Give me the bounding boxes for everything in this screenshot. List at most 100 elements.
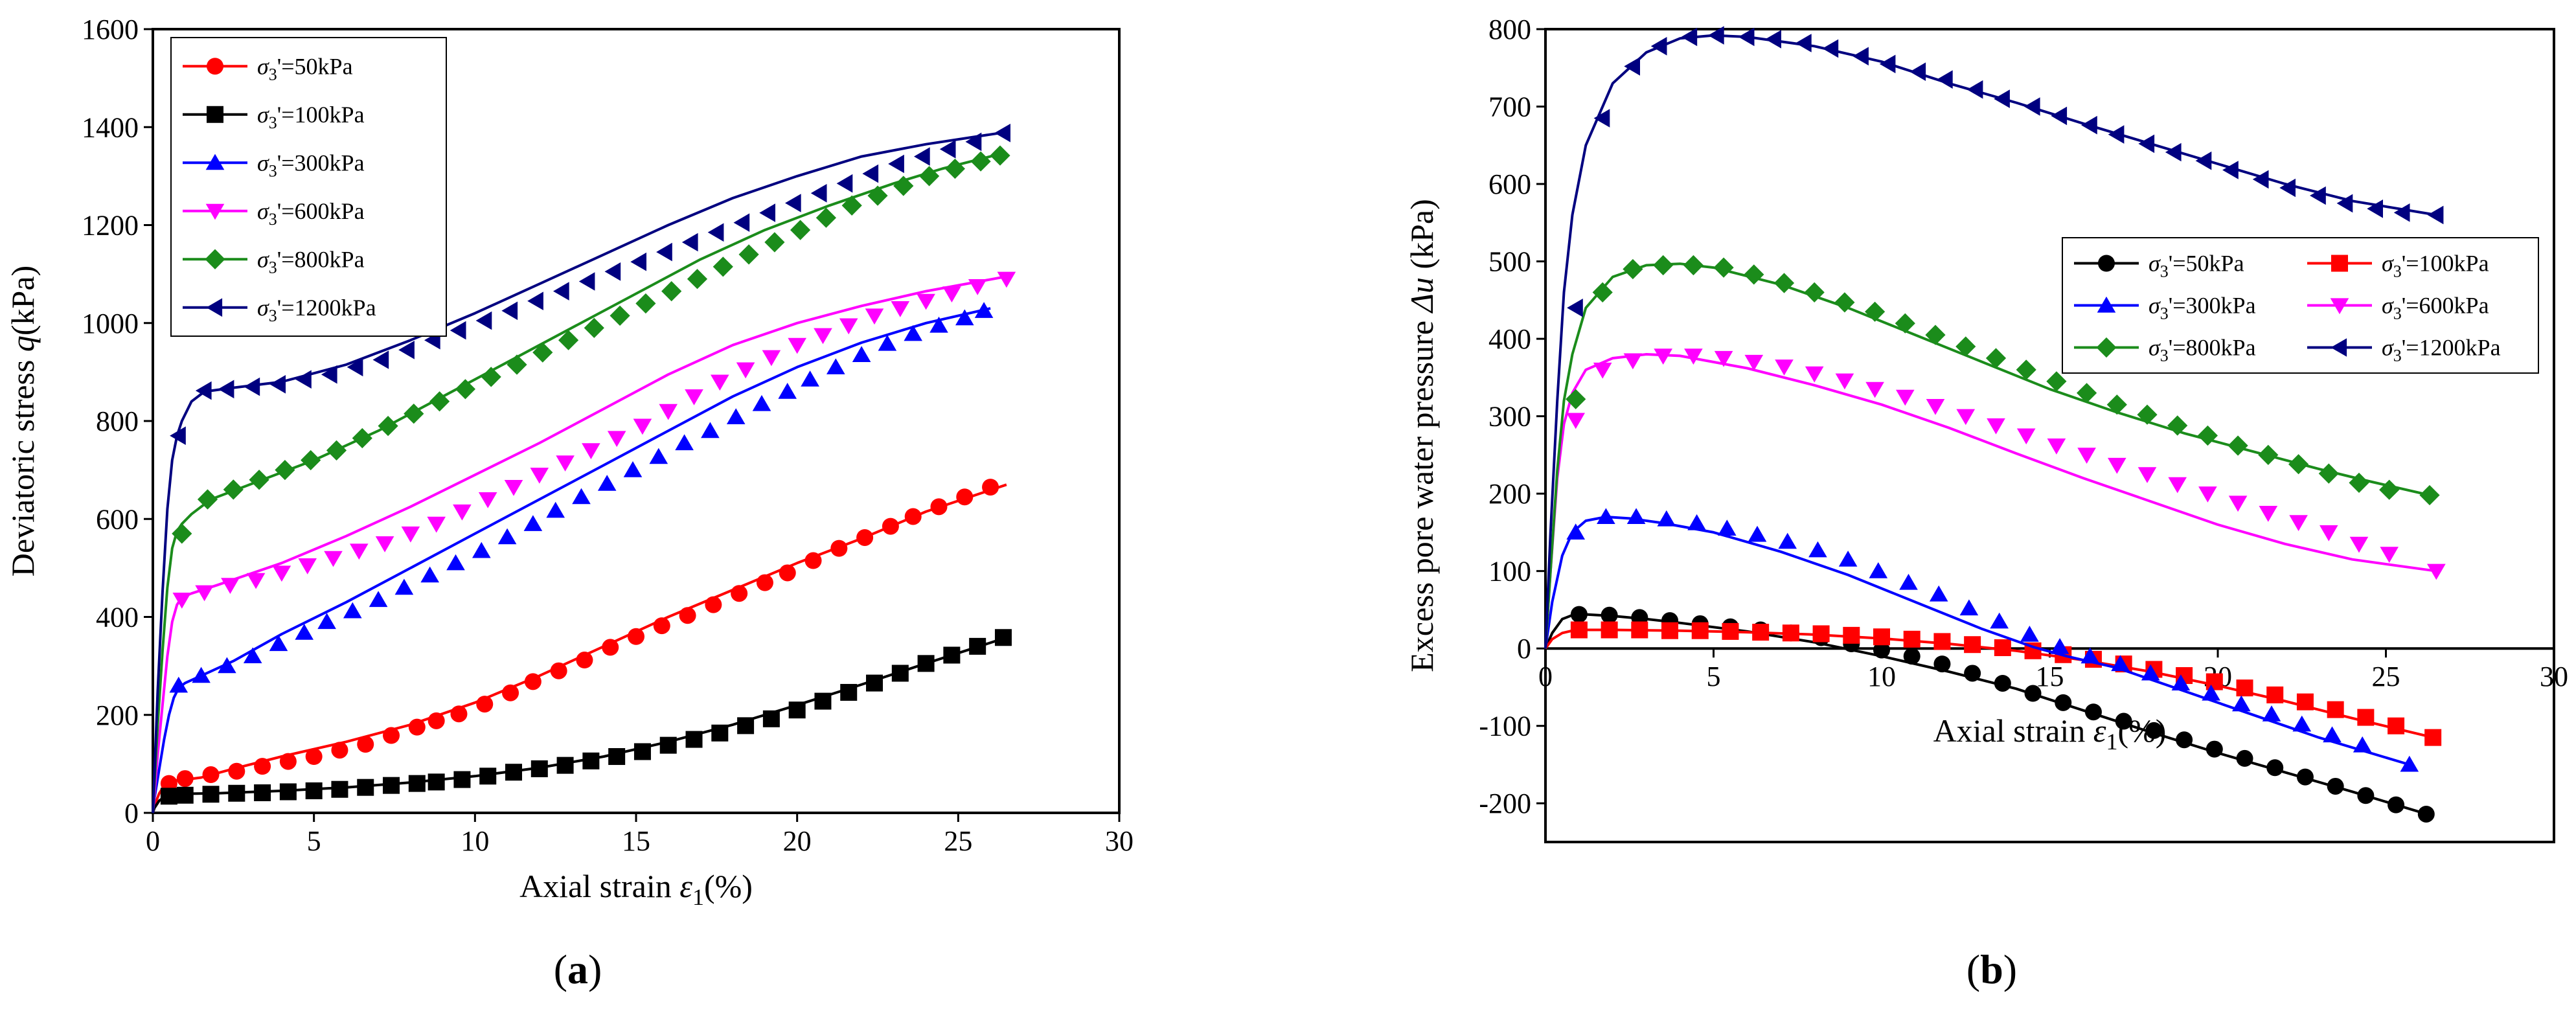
chart-a-series-1-point — [633, 743, 651, 760]
chart-b-series-0-point — [2357, 787, 2375, 804]
chart-b-legend-marker — [2331, 255, 2348, 272]
chart-b-series-2-point — [1566, 523, 1585, 540]
chart-a-legend-label: σ3'=1200kPa — [257, 295, 376, 325]
chart-b-series-4-point — [2349, 472, 2369, 493]
chart-a-series-0-point — [160, 775, 177, 792]
chart-a-series-2-point — [192, 666, 211, 683]
chart-b-series-1-point — [1843, 626, 1860, 644]
chart-a-series-3-point — [762, 350, 781, 367]
chart-a-series-1-point — [762, 710, 780, 727]
chart-a-series-0-point — [679, 607, 696, 624]
chart-a-legend-marker — [206, 298, 223, 317]
chart-a-series-5-point — [604, 262, 621, 281]
chart-b-series-1-point — [2327, 701, 2344, 718]
chart-a-series-5-point — [475, 311, 492, 330]
chart-b-legend-entry: σ3'=1200kPa — [2307, 335, 2501, 365]
chart-a-series-4-point — [635, 293, 656, 314]
chart-a-legend-entry: σ3'=600kPa — [183, 198, 365, 229]
chart-a-series-2-point — [597, 475, 617, 491]
chart-b-series-1-point — [2388, 717, 2405, 734]
chart-a-series-3-point — [324, 551, 343, 567]
chart-b-series-2-point — [1929, 585, 1948, 602]
chart-a-legend-label: σ3'=100kPa — [257, 102, 365, 132]
chart-a-series-2-point — [974, 302, 994, 318]
chart-a-series-4-point — [790, 220, 811, 240]
chart-a-series-4-point — [970, 151, 991, 172]
chart-a-series-4-point — [326, 440, 347, 461]
chart-a-series-1-point — [582, 752, 600, 769]
chart-b-series-5-point — [1708, 26, 1724, 45]
chart-a-legend: σ3'=50kPa σ3'=100kPa σ3'=300kPa σ3'=600kPa σ… — [170, 37, 447, 337]
chart-b-series-5-point — [2081, 115, 2097, 135]
chart-a-series-2-point — [218, 657, 236, 674]
chart-a-series-2-point — [623, 461, 643, 477]
chart-a-series-1-point — [840, 683, 858, 701]
chart-b-x-tick-label: 10 — [1867, 661, 1896, 692]
chart-a-series-2-point — [269, 635, 288, 652]
chart-b-series-2-point — [1808, 541, 1827, 558]
chart-a-series-1-point — [331, 780, 348, 798]
chart-a-series-0-point — [830, 540, 848, 557]
chart-a-series-4-point — [893, 176, 914, 196]
chart-b-legend-marker — [2330, 298, 2349, 315]
chart-a-series-4-point — [429, 391, 450, 412]
chart-b-series-0-point — [2024, 685, 2042, 702]
chart-a-series-2-point — [701, 422, 720, 438]
chart-a-series-4-point — [944, 158, 965, 179]
chart-a-series-5-point — [295, 370, 312, 389]
chart-b-series-3-point — [1896, 389, 1915, 406]
chart-a-series-3-point — [607, 431, 626, 448]
chart-b-series-2-point — [2400, 755, 2419, 772]
chart-a-series-0-point — [882, 518, 899, 535]
chart-a-series-0-point — [502, 684, 519, 701]
chart-a-series-2-point — [752, 394, 771, 411]
chart-b-series-3-point — [2016, 428, 2036, 445]
chart-a-legend-marker — [207, 106, 223, 123]
chart-a-series-5-point — [501, 301, 518, 321]
chart-a-series-3-point — [736, 362, 755, 379]
chart-a-series-3-point — [478, 492, 497, 508]
chart-b-legend-marker — [2098, 255, 2115, 272]
chart-b-series-4-point — [2077, 383, 2097, 404]
chart-a-legend-entry: σ3'=800kPa — [183, 246, 365, 277]
chart-b-series-1-point — [1782, 624, 1799, 642]
chart-a-series-1 — [152, 629, 1012, 814]
caption-b-letter: b — [1980, 946, 2003, 992]
chart-a-series-3-point — [968, 279, 987, 295]
chart-a-series-5-point — [372, 350, 389, 369]
chart-b-series-0-point — [1933, 655, 1951, 673]
chart-b-y-tick-label: 600 — [1488, 168, 1531, 200]
chart-a-series-2-point — [497, 528, 517, 545]
chart-b-series-1-point — [2357, 709, 2375, 726]
chart-b-series-3-point — [1865, 381, 1884, 398]
chart-b-legend-entry: σ3'=800kPa — [2074, 335, 2256, 365]
chart-b-series-3-point — [2320, 525, 2338, 541]
chart-b-series-5-point — [1966, 80, 1983, 99]
chart-b-series-4-point — [1955, 336, 1976, 357]
chart-a-series-3-point — [839, 318, 858, 335]
chart-b-series-1-point — [2236, 679, 2253, 697]
chart-b-series-4-point — [1895, 313, 1915, 334]
chart-a-y-axis-label: Deviatoric stress q(kPa) — [5, 266, 41, 576]
chart-a-series-1-point — [994, 629, 1012, 646]
chart-a-series-2-line — [152, 307, 991, 814]
chart-b-series-5-point — [1624, 57, 1640, 76]
chart-b-series-3-point — [2228, 495, 2248, 512]
chart-a-series-0-point — [653, 617, 670, 635]
chart-b-legend-entry: σ3'=50kPa — [2074, 251, 2244, 281]
chart-b-series-0-point — [2296, 768, 2314, 786]
chart-b-series-1-point — [1601, 621, 1618, 639]
chart-b-series-4-point — [1566, 389, 1586, 409]
chart-a-series-2-point — [295, 624, 313, 640]
chart-a-series-0-point — [202, 766, 220, 784]
chart-b-legend-label: σ3'=100kPa — [2382, 251, 2489, 281]
chart-a-y-tick-label: 1200 — [82, 210, 139, 242]
chart-a-series-4-point — [815, 207, 836, 228]
chart-b-series-5 — [1544, 26, 2444, 649]
chart-b-series-1-point — [1661, 622, 1679, 639]
chart-a-series-1-point — [788, 701, 806, 719]
chart-a-series-5-point — [681, 233, 698, 252]
chart-a-series-5-point — [862, 164, 879, 183]
chart-a-series-3-point — [814, 328, 832, 345]
chart-a-legend-marker — [207, 58, 223, 75]
